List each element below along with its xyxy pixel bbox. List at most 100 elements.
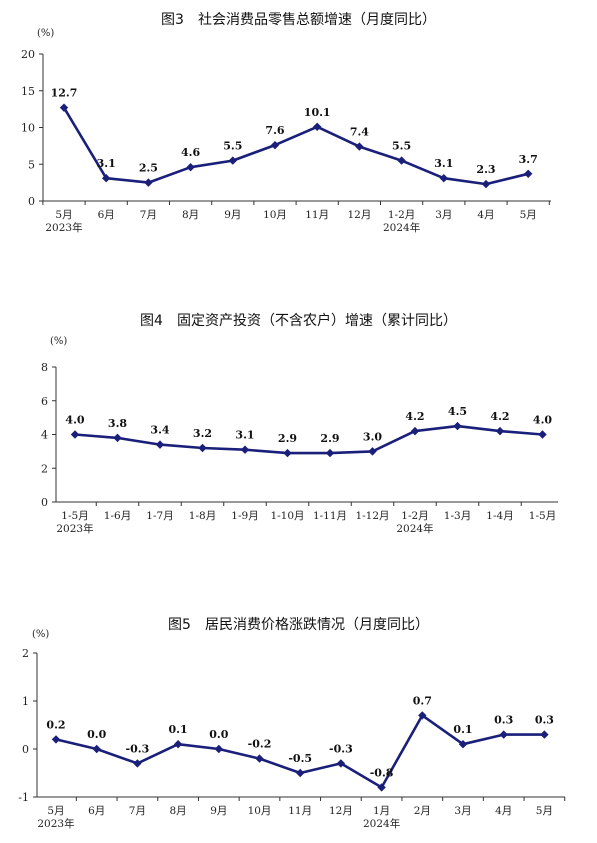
data-point-marker xyxy=(214,744,223,754)
data-label: 3.7 xyxy=(519,153,538,166)
data-label: 3.8 xyxy=(108,417,127,430)
data-point-marker xyxy=(51,735,61,744)
x-year-label: 2023年 xyxy=(45,221,82,234)
data-point-marker xyxy=(102,174,111,183)
data-label: 0.0 xyxy=(87,728,106,741)
x-tick-label: 3月 xyxy=(454,805,471,817)
data-label: 0.2 xyxy=(46,718,65,731)
x-tick-label: 11月 xyxy=(288,805,312,817)
data-point-marker xyxy=(538,430,547,439)
y-tick-label: 6 xyxy=(41,395,48,408)
data-point-marker xyxy=(283,448,292,458)
x-year-label: 2024年 xyxy=(396,522,433,535)
data-point-marker xyxy=(270,140,280,150)
data-point-marker xyxy=(540,730,549,739)
data-point-marker xyxy=(70,430,80,439)
data-point-marker xyxy=(453,421,462,431)
y-unit-label: (%) xyxy=(32,629,49,640)
x-tick-label: 9月 xyxy=(224,209,241,221)
data-point-marker xyxy=(368,447,377,456)
x-year-label: 2023年 xyxy=(56,522,93,535)
x-tick-label: 1-9月 xyxy=(231,510,258,522)
y-tick-label: -1 xyxy=(18,791,29,804)
data-label: 2.9 xyxy=(320,432,339,445)
series-line xyxy=(62,107,529,186)
data-label: 0.1 xyxy=(453,723,472,736)
y-tick-label: 0 xyxy=(22,743,29,756)
data-point-marker xyxy=(113,433,122,443)
data-label: 0.1 xyxy=(169,723,188,736)
data-label: 4.2 xyxy=(490,410,509,423)
data-label: 4.6 xyxy=(181,146,200,159)
x-tick-label: 7月 xyxy=(140,209,157,221)
y-tick-label: 4 xyxy=(41,429,48,442)
y-tick-label: 2 xyxy=(22,647,29,660)
data-point-marker xyxy=(499,730,508,739)
chart-title-cpi: 图5 居民消费价格涨跌情况（月度同比） xyxy=(168,617,429,633)
data-label: -0.3 xyxy=(126,742,150,755)
data-label: 2.3 xyxy=(476,163,495,176)
y-unit-label: (%) xyxy=(50,336,67,347)
data-label: 3.1 xyxy=(97,157,116,170)
data-label: 3.1 xyxy=(434,157,453,170)
y-tick-label: 0 xyxy=(28,195,35,208)
x-tick-label: 1-12月 xyxy=(355,510,389,522)
x-tick-label: 1月 xyxy=(373,805,390,817)
data-label: 4.2 xyxy=(405,410,424,423)
data-point-marker xyxy=(524,169,533,179)
x-tick-label: 6月 xyxy=(88,805,105,817)
x-tick-label: 10月 xyxy=(263,209,287,221)
x-tick-label: 1-2月 xyxy=(401,510,428,522)
data-label: -0.2 xyxy=(248,738,272,751)
x-tick-label: 4月 xyxy=(495,805,512,817)
data-point-marker xyxy=(439,174,448,183)
data-label: 2.5 xyxy=(139,162,158,175)
data-label: 10.1 xyxy=(304,106,331,119)
data-point-marker xyxy=(397,156,406,165)
series-line xyxy=(74,424,543,455)
data-point-marker xyxy=(255,754,264,763)
data-point-marker xyxy=(133,759,142,768)
x-tick-label: 1-10月 xyxy=(270,510,304,522)
data-label: 3.1 xyxy=(235,429,254,442)
data-label: 0.3 xyxy=(494,714,513,727)
data-label: 0.3 xyxy=(535,714,554,727)
x-tick-label: 4月 xyxy=(477,209,494,221)
x-tick-label: 8月 xyxy=(182,209,199,221)
x-tick-label: 12月 xyxy=(329,805,353,817)
x-tick-label: 1-11月 xyxy=(313,510,347,522)
x-tick-label: 1-7月 xyxy=(146,510,173,522)
x-tick-label: 7月 xyxy=(129,805,146,817)
data-point-marker xyxy=(240,445,250,454)
y-tick-label: 2 xyxy=(41,462,48,475)
data-label: 3.0 xyxy=(363,430,382,443)
x-tick-label: 1-5月 xyxy=(529,510,556,522)
data-point-marker xyxy=(186,162,195,172)
data-label: 3.4 xyxy=(150,424,169,437)
data-label: 3.2 xyxy=(193,427,212,440)
x-tick-label: 5月 xyxy=(536,805,553,817)
data-point-marker xyxy=(410,426,420,436)
x-year-label: 2024年 xyxy=(363,817,400,830)
x-tick-label: 6月 xyxy=(98,209,115,221)
x-tick-label: 1-4月 xyxy=(486,510,513,522)
x-tick-label: 10月 xyxy=(248,805,272,817)
y-tick-label: 20 xyxy=(21,48,35,61)
y-tick-label: 5 xyxy=(28,158,35,171)
data-label: 12.7 xyxy=(51,87,78,100)
data-label: 7.6 xyxy=(265,124,284,137)
data-point-marker xyxy=(92,744,101,754)
data-label: 4.0 xyxy=(533,414,552,427)
data-point-marker xyxy=(296,768,305,778)
x-tick-label: 12月 xyxy=(347,209,371,221)
data-label: 0.0 xyxy=(209,728,228,741)
chart-title-fixed-asset-investment: 图4 固定资产投资（不含农户）增速（累计同比） xyxy=(140,313,457,329)
x-tick-label: 1-8月 xyxy=(189,510,216,522)
data-label: 4.0 xyxy=(65,414,84,427)
x-tick-label: 9月 xyxy=(210,805,227,817)
x-tick-label: 1-6月 xyxy=(104,510,131,522)
data-point-marker xyxy=(325,448,335,458)
y-unit-label: (%) xyxy=(37,28,54,39)
